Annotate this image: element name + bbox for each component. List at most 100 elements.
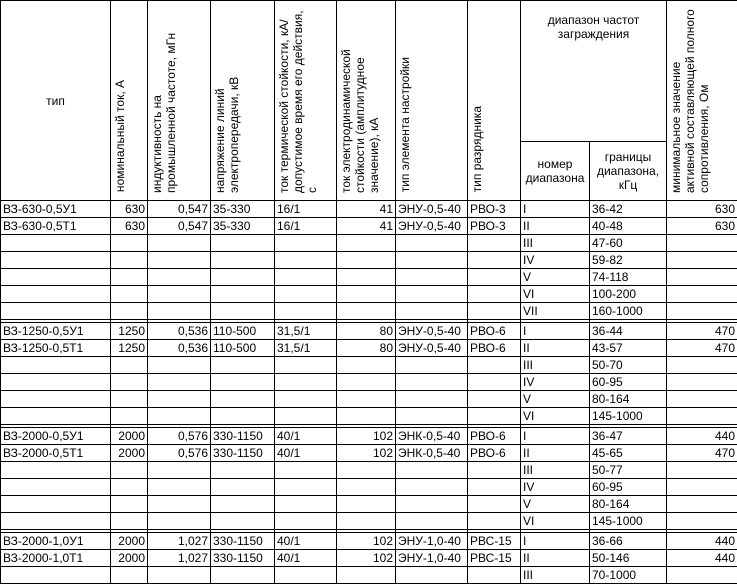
- cell-inductance: 0,536: [148, 340, 211, 357]
- cell-type: ВЗ-2000-0,5Т1: [1, 445, 111, 462]
- cell-tuning-element: [396, 496, 468, 513]
- cell-band-number: VI: [521, 286, 590, 303]
- cell-band-number: II: [521, 218, 590, 235]
- cell-band-number: V: [521, 496, 590, 513]
- cell-band-limits: 45-65: [590, 445, 667, 462]
- header-arrester: тип разрядника: [468, 1, 521, 201]
- cell-rated-current: [111, 462, 148, 479]
- cell-type: [1, 567, 111, 584]
- cell-rated-current: [111, 408, 148, 425]
- cell-band-number: VI: [521, 408, 590, 425]
- cell-electrodynamic-current: [337, 391, 396, 408]
- cell-tuning-element: [396, 513, 468, 530]
- cell-tuning-element: ЭНУ-0,5-40: [396, 201, 468, 218]
- cell-tuning-element: [396, 567, 468, 584]
- header-band-group: диапазон частот заграждения: [521, 1, 667, 142]
- cell-min-resistance: 470: [667, 323, 737, 340]
- cell-band-number: V: [521, 391, 590, 408]
- cell-arrester: [468, 496, 521, 513]
- cell-line-voltage: 110-500: [211, 323, 275, 340]
- cell-arrester: РВО-6: [468, 445, 521, 462]
- cell-tuning-element: ЭНУ-1,0-40: [396, 533, 468, 550]
- cell-type: [1, 374, 111, 391]
- cell-arrester: [468, 235, 521, 252]
- cell-band-limits: 36-66: [590, 533, 667, 550]
- cell-electrodynamic-current: [337, 303, 396, 320]
- cell-min-resistance: [667, 462, 737, 479]
- cell-rated-current: 2000: [111, 533, 148, 550]
- cell-rated-current: [111, 391, 148, 408]
- cell-type: [1, 235, 111, 252]
- cell-inductance: [148, 391, 211, 408]
- cell-arrester: [468, 513, 521, 530]
- cell-band-number: I: [521, 428, 590, 445]
- cell-band-number: III: [521, 462, 590, 479]
- cell-inductance: 0,547: [148, 218, 211, 235]
- cell-rated-current: 2000: [111, 428, 148, 445]
- cell-thermal-current: [275, 357, 337, 374]
- cell-thermal-current: 40/1: [275, 533, 337, 550]
- cell-type: ВЗ-2000-0,5У1: [1, 428, 111, 445]
- cell-inductance: [148, 269, 211, 286]
- cell-min-resistance: 630: [667, 201, 737, 218]
- cell-thermal-current: [275, 496, 337, 513]
- cell-thermal-current: 31,5/1: [275, 340, 337, 357]
- cell-type: [1, 391, 111, 408]
- cell-inductance: 0,576: [148, 428, 211, 445]
- cell-tuning-element: [396, 252, 468, 269]
- cell-tuning-element: [396, 462, 468, 479]
- cell-band-limits: 59-82: [590, 252, 667, 269]
- cell-arrester: [468, 303, 521, 320]
- cell-inductance: [148, 235, 211, 252]
- cell-line-voltage: [211, 357, 275, 374]
- cell-min-resistance: [667, 479, 737, 496]
- cell-thermal-current: [275, 462, 337, 479]
- cell-inductance: 0,576: [148, 445, 211, 462]
- cell-electrodynamic-current: [337, 567, 396, 584]
- cell-line-voltage: [211, 408, 275, 425]
- cell-band-limits: 145-1000: [590, 513, 667, 530]
- cell-line-voltage: [211, 567, 275, 584]
- cell-line-voltage: 35-330: [211, 201, 275, 218]
- cell-thermal-current: 40/1: [275, 550, 337, 567]
- cell-band-limits: 36-42: [590, 201, 667, 218]
- cell-min-resistance: [667, 567, 737, 584]
- cell-min-resistance: 440: [667, 550, 737, 567]
- cell-band-number: V: [521, 269, 590, 286]
- cell-arrester: [468, 357, 521, 374]
- cell-rated-current: [111, 374, 148, 391]
- cell-line-voltage: 330-1150: [211, 445, 275, 462]
- cell-rated-current: [111, 235, 148, 252]
- cell-tuning-element: [396, 269, 468, 286]
- cell-thermal-current: [275, 391, 337, 408]
- cell-inductance: [148, 252, 211, 269]
- cell-thermal-current: 16/1: [275, 218, 337, 235]
- cell-tuning-element: ЭНУ-1,0-40: [396, 550, 468, 567]
- cell-arrester: [468, 408, 521, 425]
- cell-arrester: [468, 391, 521, 408]
- cell-electrodynamic-current: [337, 496, 396, 513]
- cell-arrester: [468, 286, 521, 303]
- cell-min-resistance: [667, 496, 737, 513]
- cell-band-limits: 80-164: [590, 496, 667, 513]
- header-thermal-current: ток термической стойкости, кА/допустимое…: [275, 1, 337, 201]
- cell-band-limits: 160-1000: [590, 303, 667, 320]
- header-line-voltage: напряжение линий электропередачи, кВ: [211, 1, 275, 201]
- header-type: тип: [1, 1, 111, 201]
- cell-rated-current: 1250: [111, 323, 148, 340]
- cell-band-number: II: [521, 550, 590, 567]
- cell-inductance: [148, 513, 211, 530]
- cell-arrester: [468, 462, 521, 479]
- cell-tuning-element: [396, 479, 468, 496]
- cell-tuning-element: [396, 235, 468, 252]
- cell-type: ВЗ-2000-1,0У1: [1, 533, 111, 550]
- cell-inductance: 0,536: [148, 323, 211, 340]
- cell-inductance: 0,547: [148, 201, 211, 218]
